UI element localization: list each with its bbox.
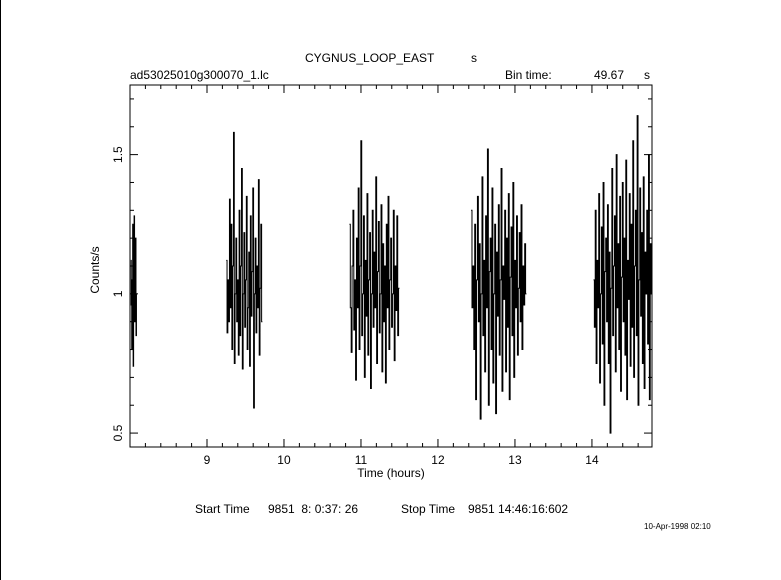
- x-tick-label: 14: [585, 453, 599, 467]
- bin-time-label: Bin time:: [505, 68, 552, 82]
- x-tick-label: 9: [204, 453, 211, 467]
- light-curve-segment: [226, 131, 263, 409]
- left-border: [0, 0, 1, 580]
- x-tick-label: 13: [508, 453, 522, 467]
- x-tick-labels: 9 10 11 12 13 14: [204, 453, 599, 467]
- y-tick-labels: 0.5 1 1.5: [111, 146, 125, 441]
- plot-date: 10-Apr-1998 02:10: [644, 522, 711, 531]
- file-name: ad53025010g300070_1.lc: [130, 68, 269, 82]
- x-tick-label: 11: [355, 453, 368, 467]
- stop-time-label: Stop Time: [401, 502, 456, 516]
- start-time-value: 9851 8: 0:37: 26: [268, 502, 359, 516]
- x-tick-label: 12: [431, 453, 445, 467]
- axis-ticks: [129, 85, 652, 447]
- light-curve-segment: [349, 140, 400, 390]
- object-unit: s: [471, 51, 477, 65]
- light-curve-segment: [471, 148, 527, 420]
- start-time-label: Start Time: [195, 502, 250, 516]
- stop-time-value: 9851 14:46:16:602: [468, 502, 569, 516]
- bin-time-unit: s: [644, 68, 650, 82]
- light-curve-segment: [130, 215, 137, 367]
- x-tick-label: 10: [277, 453, 291, 467]
- y-tick-label: 0.5: [111, 424, 125, 441]
- x-axis-label: Time (hours): [357, 466, 425, 480]
- light-curve-series: [130, 115, 652, 434]
- y-tick-label: 1.5: [111, 146, 125, 163]
- object-name: CYGNUS_LOOP_EAST: [305, 51, 435, 65]
- y-axis-label: Counts/s: [88, 246, 102, 293]
- y-tick-label: 1: [111, 290, 125, 297]
- bin-time-value: 49.67: [594, 68, 625, 82]
- light-curve-segment: [593, 115, 652, 434]
